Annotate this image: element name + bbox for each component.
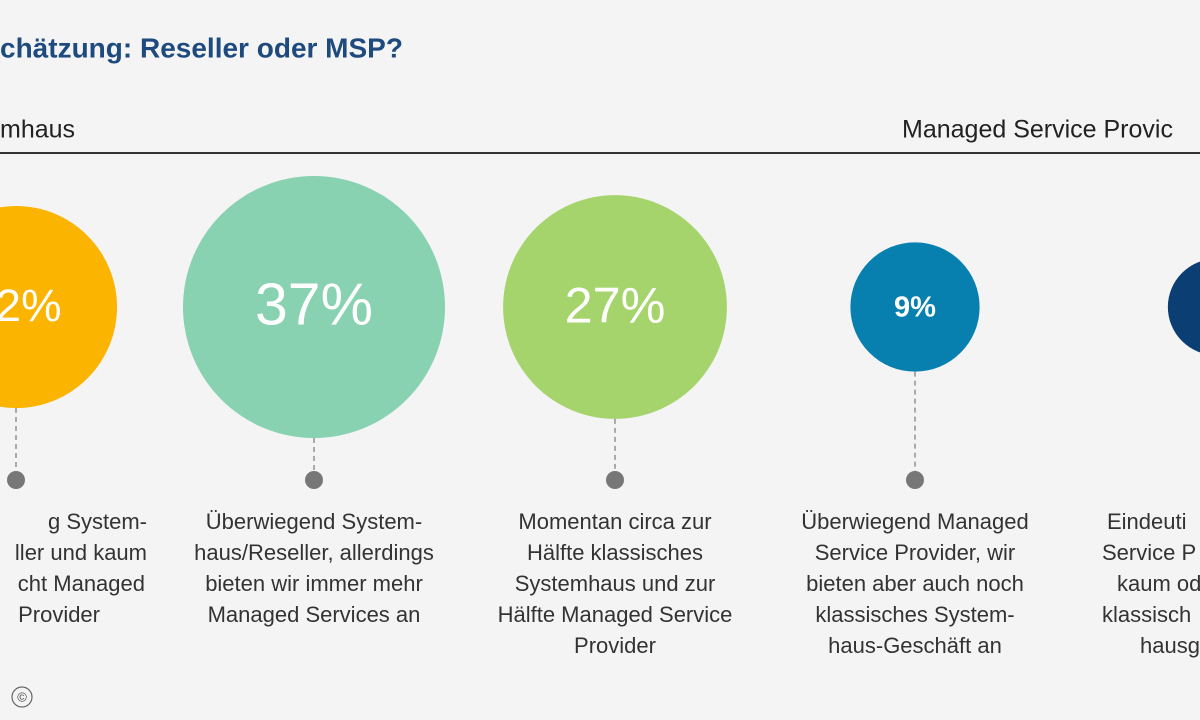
description-line: klassisch xyxy=(1102,602,1191,627)
connector-dot xyxy=(906,471,924,489)
bubble xyxy=(503,195,727,419)
description-line: hausg xyxy=(1140,633,1200,658)
description-line: Service P xyxy=(1102,540,1196,565)
description-line: haus/Reseller, allerdings xyxy=(194,540,434,565)
right-label: Managed Service Provic xyxy=(902,116,1173,144)
description-line: Managed Services an xyxy=(208,602,421,627)
description-line: g System- xyxy=(48,509,147,534)
value-label: 27% xyxy=(565,276,666,333)
connector-dot xyxy=(305,471,323,489)
value-label: 37% xyxy=(255,273,373,338)
bubble xyxy=(850,242,980,372)
description-line: Provider xyxy=(18,602,100,627)
bubble xyxy=(1167,261,1200,353)
title: chätzung: Reseller oder MSP? xyxy=(0,32,403,63)
description-line: Überwiegend System- xyxy=(206,509,422,534)
connector-dot xyxy=(7,471,25,489)
bubble xyxy=(0,206,117,408)
description-line: Eindeuti xyxy=(1107,509,1187,534)
description-line: Provider xyxy=(574,633,656,658)
description-line: bieten wir immer mehr xyxy=(205,571,423,596)
value-label: 22% xyxy=(0,280,61,331)
copyright-ring xyxy=(11,686,33,708)
description-line: haus-Geschäft an xyxy=(828,633,1002,658)
bubble xyxy=(183,176,445,438)
description-line: Hälfte klassisches xyxy=(527,540,703,565)
description-line: Hälfte Managed Service xyxy=(498,602,733,627)
description-line: klassisches System- xyxy=(815,602,1014,627)
description-line: Service Provider, wir xyxy=(815,540,1016,565)
description-line: Momentan circa zur xyxy=(518,509,711,534)
connector-dot xyxy=(606,471,624,489)
description-line: ller und kaum xyxy=(15,540,147,565)
left-label: mhaus xyxy=(0,116,75,144)
value-label: 9% xyxy=(894,292,936,324)
copyright: © xyxy=(17,689,27,704)
description-line: Überwiegend Managed xyxy=(801,509,1029,534)
description-line: cht Managed xyxy=(18,571,145,596)
description-line: bieten aber auch noch xyxy=(806,571,1024,596)
description-line: Systemhaus und zur xyxy=(515,571,716,596)
description-line: kaum od xyxy=(1117,571,1200,596)
